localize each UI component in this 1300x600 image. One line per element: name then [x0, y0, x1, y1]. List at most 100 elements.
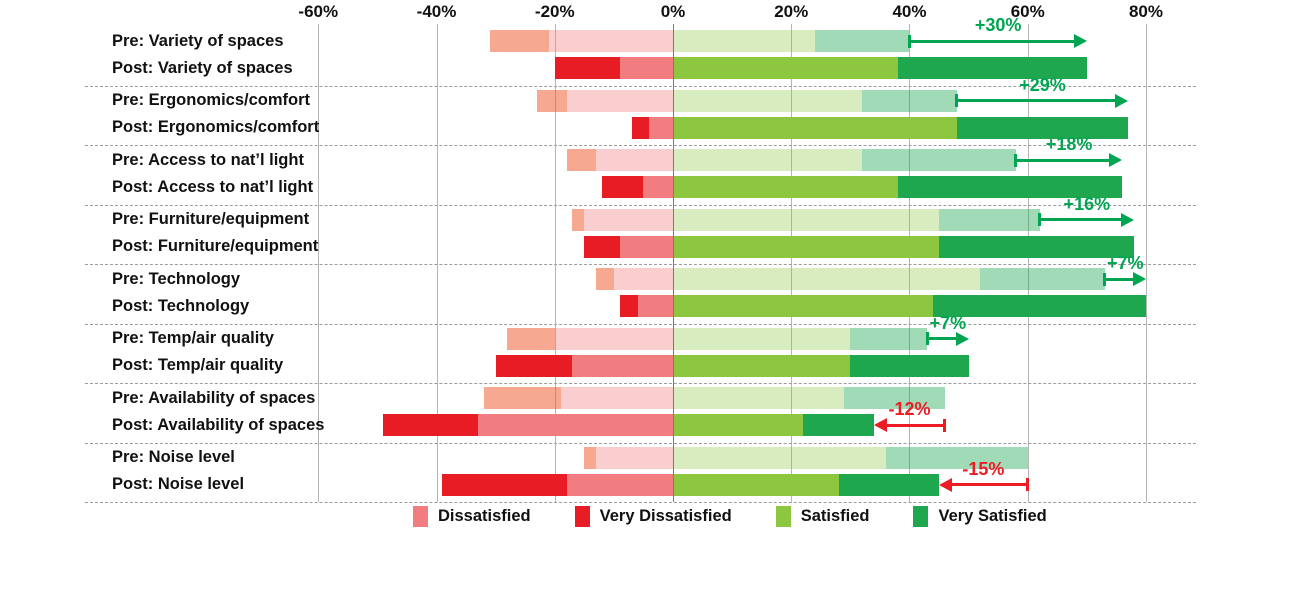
bar-segment-dissatisfied — [566, 89, 673, 112]
bar-segment-very-dissatisfied — [489, 30, 549, 52]
bar-pre — [537, 89, 957, 112]
legend-label: Very Satisfied — [938, 507, 1047, 525]
bar-segment-very-satisfied — [939, 208, 1040, 231]
annotation-delta-label: -12% — [888, 399, 931, 419]
row-label-pre: Pre: Noise level — [112, 448, 235, 466]
bar-segment-very-dissatisfied — [537, 89, 567, 112]
axis-tick-label: 40% — [892, 2, 927, 21]
bar-segment-very-satisfied — [933, 295, 1146, 317]
annotation-arrowhead — [1109, 153, 1123, 167]
bar-segment-very-satisfied — [844, 387, 945, 409]
row-label-pre: Pre: Temp/air quality — [112, 329, 274, 347]
group-separator — [85, 264, 1196, 265]
bar-segment-satisfied — [672, 89, 863, 112]
annotation-arrow-cap — [1038, 213, 1042, 226]
annotation-arrow-line — [884, 423, 945, 427]
annotation-arrow-cap — [907, 34, 911, 48]
gridline — [791, 24, 793, 502]
group-separator — [85, 442, 1196, 444]
row-label-pre: Pre: Technology — [112, 269, 241, 288]
bar-segment-dissatisfied — [613, 268, 673, 290]
bar-segment-dissatisfied — [637, 295, 673, 317]
gridline — [909, 24, 911, 502]
bar-post — [602, 176, 1123, 198]
gridline — [318, 24, 320, 502]
annotation-delta-label: +30% — [974, 15, 1022, 35]
bar-segment-very-satisfied — [850, 354, 969, 377]
bar-segment-satisfied — [672, 30, 815, 52]
legend-label: Very Dissatisfied — [599, 507, 732, 525]
annotation-delta-label: +7% — [1107, 253, 1144, 273]
annotation-arrow-line — [1015, 158, 1113, 162]
annotation-delta-label: +18% — [1045, 134, 1093, 154]
bar-segment-very-satisfied — [803, 414, 874, 436]
bar-segment-very-satisfied — [897, 57, 1087, 79]
bar-segment-very-satisfied — [897, 176, 1123, 198]
axis-tick-label: 0% — [660, 2, 686, 21]
bar-segment-very-satisfied — [885, 446, 1028, 469]
bar-segment-very-satisfied — [939, 235, 1135, 258]
bar-segment-satisfied — [672, 387, 845, 409]
row-label-post: Post: Furniture/equipment — [112, 237, 319, 255]
group-separator — [85, 204, 1196, 206]
annotation-arrowhead — [939, 477, 953, 492]
legend-item-satisfied: Satisfied — [775, 506, 869, 527]
gridline — [1027, 24, 1029, 502]
legend: Dissatisfied Very Dissatisfied Satisfied Ve… — [413, 506, 1047, 527]
bar-pre — [584, 446, 1028, 469]
group-separator — [85, 502, 1196, 503]
bar-segment-satisfied — [672, 208, 940, 231]
bar-segment-very-satisfied — [862, 149, 1016, 171]
bar-segment-very-dissatisfied — [572, 208, 585, 231]
group-separator — [85, 85, 1196, 87]
annotation-arrowhead — [955, 331, 969, 346]
bar-pre — [566, 149, 1016, 171]
row-label-pre: Pre: Ergonomics/comfort — [112, 91, 311, 109]
bar-segment-very-dissatisfied — [631, 116, 650, 139]
axis-tick-label: -20% — [534, 2, 575, 21]
bar-segment-satisfied — [672, 176, 898, 198]
bar-post — [619, 295, 1146, 317]
bar-post — [495, 354, 969, 377]
bar-segment-satisfied — [672, 327, 851, 350]
row-label-post: Post: Technology — [112, 296, 250, 315]
annotation-arrow-cap — [1103, 272, 1107, 286]
bar-segment-very-satisfied — [850, 327, 928, 350]
bar-pre — [572, 208, 1040, 231]
annotation-arrowhead — [1132, 272, 1146, 286]
bar-segment-very-satisfied — [814, 30, 910, 52]
bar-segment-dissatisfied — [619, 235, 673, 258]
bar-segment-satisfied — [672, 149, 863, 171]
bar-pre — [596, 268, 1105, 290]
gridline — [554, 24, 556, 502]
bar-segment-satisfied — [672, 116, 957, 139]
bar-segment-very-satisfied — [956, 116, 1129, 139]
row-label-post: Post: Variety of spaces — [112, 58, 293, 77]
annotation-arrowhead — [1115, 93, 1129, 108]
annotation-arrow-line — [956, 99, 1119, 102]
bar-post — [554, 57, 1087, 79]
bar-post — [383, 414, 874, 436]
annotation-arrow-line — [909, 39, 1077, 43]
group-separator — [85, 323, 1196, 325]
bar-post — [631, 116, 1129, 139]
legend-item-very-satisfied: Very Satisfied — [913, 506, 1047, 527]
bar-segment-very-dissatisfied — [602, 176, 644, 198]
bar-segment-dissatisfied — [619, 57, 673, 79]
axis-tick-label: -60% — [298, 2, 339, 21]
bar-segment-very-satisfied — [980, 268, 1105, 290]
bar-post — [584, 235, 1135, 258]
row-label-post: Post: Access to nat’l light — [112, 177, 314, 196]
annotation-arrow-line — [927, 337, 959, 340]
bar-segment-satisfied — [672, 57, 898, 79]
annotation-delta-label: -15% — [962, 458, 1005, 479]
legend-swatch-very-dissatisfied — [574, 506, 590, 527]
row-label-pre: Pre: Access to nat’l light — [112, 150, 304, 169]
bar-post — [442, 473, 940, 496]
bar-pre — [483, 387, 945, 409]
annotation-arrow-cap — [925, 332, 929, 345]
bar-segment-very-dissatisfied — [495, 354, 573, 377]
group-separator — [85, 383, 1196, 384]
gridline — [1145, 24, 1147, 502]
